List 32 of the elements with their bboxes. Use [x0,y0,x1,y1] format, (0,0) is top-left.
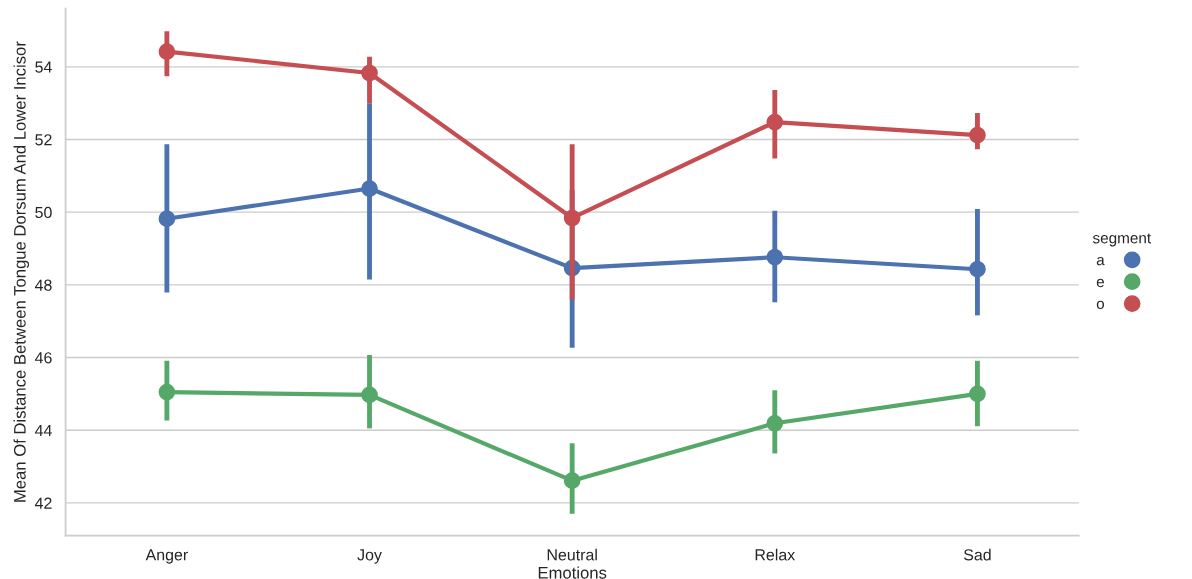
point [158,210,176,228]
point [969,260,986,278]
legend-title: segment [1092,233,1151,247]
y-tick-label: 42 [34,497,52,509]
point [158,43,176,60]
legend-label: a [1096,256,1105,266]
x-axis-title: Emotions [538,566,607,579]
legend-label: e [1096,278,1104,288]
y-tick-label: 54 [35,61,52,73]
y-tick-label: 50 [35,206,52,219]
x-tick-label: Anger [145,549,188,564]
y-tick-label: 52 [35,134,52,146]
y-tick-label: 46 [34,352,52,364]
point [158,383,176,401]
y-tick-label: 48 [34,279,52,291]
legend-label: o [1096,300,1105,310]
x-tick-label: Relax [755,548,796,561]
y-axis-title: Mean Of Distance Between Tongue Dorsum And Lower Incisor [13,41,30,502]
x-tick-label: Sad [963,548,991,561]
point [563,472,581,490]
y-tick-label: 44 [34,425,52,436]
point [969,126,986,144]
point [969,385,986,403]
x-tick-label: Joy [357,549,382,564]
point [361,386,378,404]
point [766,248,784,266]
point [766,113,784,131]
x-tick-label: Neutral [547,548,597,561]
point [766,414,784,432]
point [361,180,378,197]
point [563,209,581,227]
point [361,64,378,82]
